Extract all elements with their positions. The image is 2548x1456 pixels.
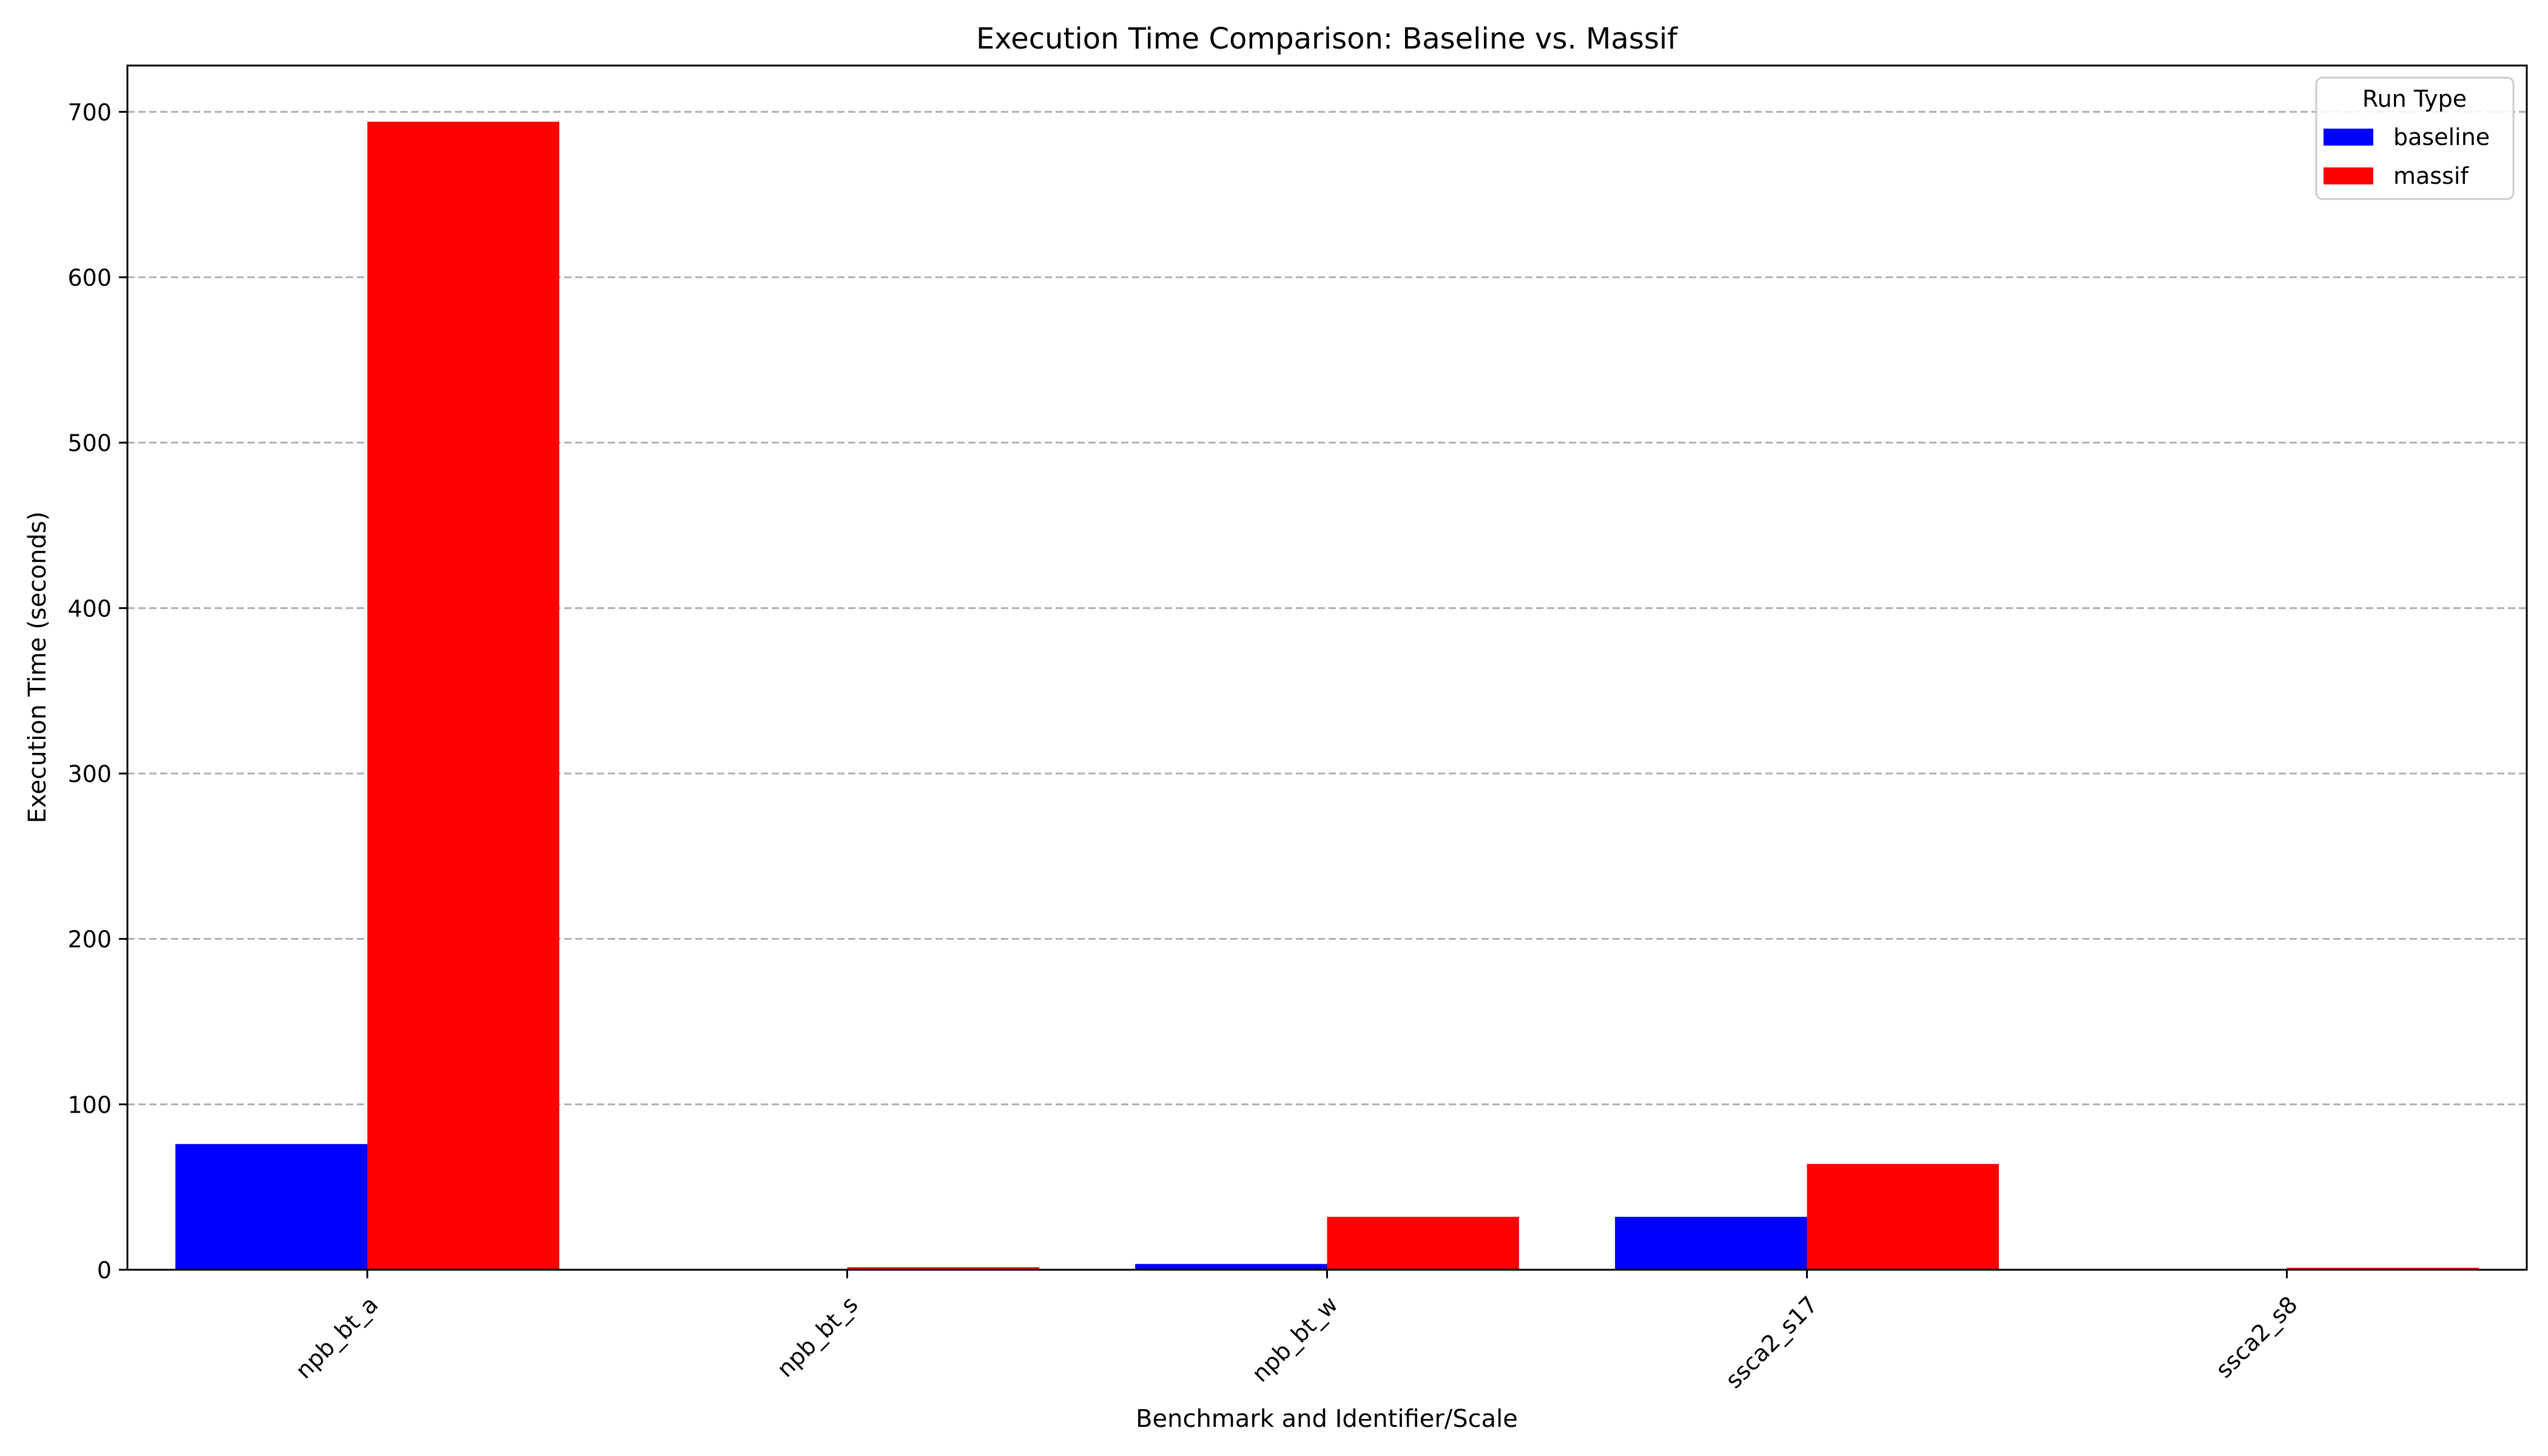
y-tick-label: 100: [67, 1091, 112, 1118]
y-tick-label: 200: [67, 926, 112, 953]
y-tick-label: 0: [97, 1257, 112, 1284]
bar-massif-ssca2_s17: [1807, 1164, 1999, 1270]
bar-massif-npb_bt_w: [1327, 1216, 1519, 1270]
x-tick-label: npb_bt_a: [290, 1291, 383, 1384]
x-tick-label: ssca2_s17: [1721, 1291, 1823, 1394]
legend-swatch-baseline: [2324, 129, 2373, 146]
bar-baseline-npb_bt_a: [175, 1144, 368, 1270]
y-tick-label: 400: [67, 595, 112, 622]
bars: [175, 121, 2479, 1270]
y-axis-label: Execution Time (seconds): [24, 511, 52, 823]
x-tick-label: npb_bt_s: [772, 1291, 863, 1383]
x-axis-label: Benchmark and Identifier/Scale: [1136, 1405, 1518, 1433]
x-tick-label: ssca2_s8: [2211, 1291, 2303, 1383]
legend-items: baseline massif: [2324, 124, 2490, 189]
y-tick-label: 600: [67, 265, 112, 291]
legend-title: Run Type: [2362, 86, 2467, 112]
bar-baseline-ssca2_s17: [1615, 1216, 1807, 1270]
y-tick-label: 300: [67, 761, 112, 787]
bar-baseline-npb_bt_w: [1135, 1264, 1327, 1270]
legend-label-baseline: baseline: [2393, 124, 2490, 150]
y-axis-ticks: 0 100 200 300 400 500 600 700: [67, 99, 127, 1284]
legend-swatch-massif: [2324, 167, 2373, 184]
legend: Run Type baseline massif: [2315, 76, 2515, 200]
bar-massif-npb_bt_s: [847, 1267, 1039, 1270]
bar-massif-ssca2_s8: [2287, 1267, 2479, 1270]
bar-massif-npb_bt_a: [367, 121, 559, 1270]
x-axis-ticks: npb_bt_a npb_bt_s npb_bt_w ssca2_s17 ssca2_s…: [290, 1270, 2303, 1394]
y-tick-label: 500: [67, 430, 112, 457]
chart-title: Execution Time Comparison: Baseline vs. …: [976, 22, 1678, 56]
x-tick-label: npb_bt_w: [1247, 1291, 1343, 1387]
y-tick-label: 700: [67, 99, 112, 126]
legend-label-massif: massif: [2393, 163, 2469, 189]
